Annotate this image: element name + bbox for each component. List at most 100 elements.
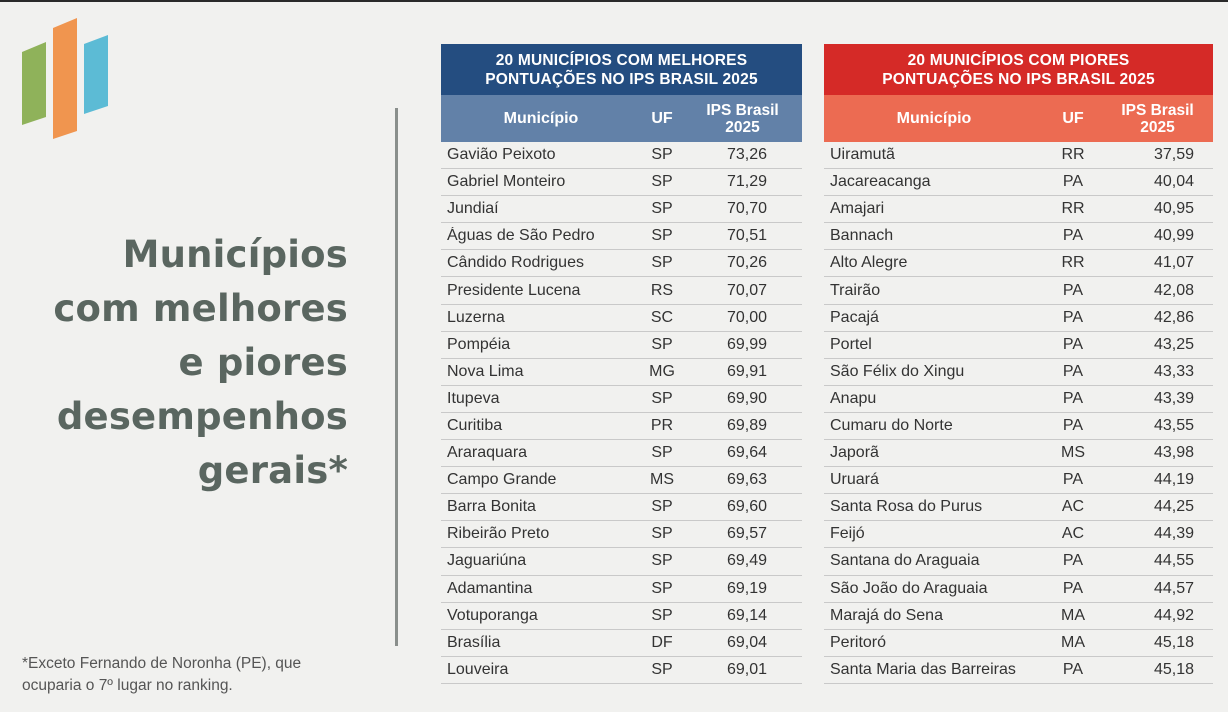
municipio-cell: Adamantina — [447, 579, 533, 597]
uf-cell: PA — [1062, 173, 1084, 191]
footnote-line: *Exceto Fernando de Noronha (PE), que — [22, 655, 302, 672]
ips-score-cell: 40,04 — [1153, 173, 1194, 191]
ips-score-cell: 69,14 — [726, 606, 767, 624]
column-header-uf: UF — [651, 109, 673, 127]
ips-score-cell: 70,70 — [726, 200, 767, 218]
uf-cell: AC — [1061, 525, 1085, 543]
municipio-cell: Santa Rosa do Purus — [830, 498, 983, 516]
table-row: Uruará PA 44,19 — [824, 467, 1213, 495]
municipio-cell: São João do Araguaia — [830, 579, 988, 597]
table-row: Pacajá PA 42,86 — [824, 305, 1213, 332]
uf-cell: AC — [1061, 498, 1085, 516]
ips-score-cell: 69,57 — [726, 525, 767, 543]
uf-cell: PR — [650, 416, 674, 434]
uf-cell: PA — [1062, 579, 1084, 597]
ips-score-cell: 69,91 — [726, 362, 767, 380]
municipio-cell: Ribeirão Preto — [447, 525, 550, 543]
table-row: Curitiba PR 69,89 — [441, 413, 802, 441]
footnote-line: ocuparia o 7º lugar no ranking. — [22, 677, 233, 694]
table-row: Cumaru do Norte PA 43,55 — [824, 413, 1213, 441]
municipio-cell: Cumaru do Norte — [830, 416, 953, 434]
table-row: Jundiaí SP 70,70 — [441, 196, 802, 224]
ips-score-cell: 44,19 — [1153, 471, 1194, 489]
ips-score-cell: 44,92 — [1153, 606, 1194, 624]
table-row: Anapu PA 43,39 — [824, 386, 1213, 413]
uf-cell: SP — [651, 579, 673, 597]
worst-table-body: Uiramutã RR 37,59 Jacareacanga PA 40,04 Amajar… — [824, 142, 1213, 684]
uf-cell: SP — [651, 146, 673, 164]
table-row: Uiramutã RR 37,59 — [824, 142, 1213, 170]
municipio-cell: Louveira — [447, 660, 509, 678]
municipio-cell: São Félix do Xingu — [830, 362, 965, 380]
uf-cell: SP — [651, 525, 673, 543]
ips-score-cell: 73,26 — [726, 146, 767, 164]
uf-cell: SP — [651, 389, 673, 407]
best-table-header: Município UF IPS Brasil 2025 — [441, 95, 802, 142]
title-line: 20 MUNICÍPIOS COM PIORES — [907, 51, 1130, 69]
ips-score-cell: 70,51 — [726, 227, 767, 245]
table-row: Gabriel Monteiro SP 71,29 — [441, 169, 802, 197]
table-row: Gavião Peixoto SP 73,26 — [441, 142, 802, 170]
ips-score-cell: 42,08 — [1153, 281, 1194, 299]
uf-cell: RS — [650, 281, 674, 299]
municipio-cell: Votuporanga — [447, 606, 538, 624]
ips-score-cell: 69,01 — [726, 660, 767, 678]
table-row: Luzerna SC 70,00 — [441, 305, 802, 332]
three-bars-logo-icon — [22, 18, 108, 139]
table-row: Japorã MS 43,98 — [824, 440, 1213, 468]
ips-header-line: IPS Brasil — [1121, 101, 1194, 119]
municipio-cell: Jacareacanga — [830, 173, 931, 191]
table-row: Feijó AC 44,39 — [824, 521, 1213, 549]
uf-cell: SP — [651, 173, 673, 191]
municipio-cell: Gavião Peixoto — [447, 146, 556, 164]
table-row: Votuporanga SP 69,14 — [441, 603, 802, 630]
table-row: Pompéia SP 69,99 — [441, 332, 802, 359]
municipio-cell: Presidente Lucena — [447, 281, 581, 299]
municipio-cell: Uruará — [830, 471, 879, 489]
uf-cell: MA — [1061, 606, 1085, 624]
ips-score-cell: 37,59 — [1153, 146, 1194, 164]
uf-cell: PA — [1062, 335, 1084, 353]
municipio-cell: Águas de São Pedro — [447, 227, 595, 245]
uf-cell: PA — [1062, 416, 1084, 434]
municipio-cell: Curitiba — [447, 416, 503, 434]
headline-line: Municípios — [122, 233, 348, 276]
municipio-cell: Japorã — [830, 444, 879, 462]
municipio-cell: Jaguariúna — [447, 552, 527, 570]
ips-score-cell: 69,19 — [726, 579, 767, 597]
uf-cell: PA — [1062, 552, 1084, 570]
table-row: Amajari RR 40,95 — [824, 196, 1213, 224]
table-row: Jacareacanga PA 40,04 — [824, 169, 1213, 197]
table-row: Campo Grande MS 69,63 — [441, 467, 802, 495]
table-row: Nova Lima MG 69,91 — [441, 359, 802, 386]
best-table-body: Gavião Peixoto SP 73,26 Gabriel Monteiro SP 7… — [441, 142, 802, 684]
table-row: Ribeirão Preto SP 69,57 — [441, 521, 802, 549]
table-row: Araraquara SP 69,64 — [441, 440, 802, 468]
uf-cell: SP — [651, 444, 673, 462]
uf-cell: PA — [1062, 362, 1084, 380]
municipio-cell: Feijó — [830, 525, 865, 543]
title-line: PONTUAÇÕES NO IPS BRASIL 2025 — [882, 70, 1155, 88]
uf-cell: PA — [1062, 227, 1084, 245]
ips-score-cell: 69,64 — [726, 444, 767, 462]
column-header-ips: IPS Brasil 2025 — [683, 102, 802, 136]
table-row: Brasília DF 69,04 — [441, 630, 802, 657]
uf-cell: DF — [651, 633, 673, 651]
municipio-cell: Barra Bonita — [447, 498, 536, 516]
ips-score-cell: 44,25 — [1153, 498, 1194, 516]
municipio-cell: Marajá do Sena — [830, 606, 943, 624]
uf-cell: PA — [1062, 389, 1084, 407]
table-row: São João do Araguaia PA 44,57 — [824, 576, 1213, 603]
uf-cell: MS — [650, 471, 674, 489]
uf-cell: RR — [1061, 254, 1085, 272]
uf-cell: SP — [651, 200, 673, 218]
table-row: Bannach PA 40,99 — [824, 223, 1213, 251]
worst-table-title: 20 MUNICÍPIOS COM PIORES PONTUAÇÕES NO I… — [824, 44, 1213, 95]
table-row: São Félix do Xingu PA 43,33 — [824, 359, 1213, 386]
municipio-cell: Campo Grande — [447, 471, 557, 489]
column-header-uf: UF — [1062, 109, 1084, 127]
title-line: 20 MUNICÍPIOS COM MELHORES — [495, 51, 748, 69]
municipio-cell: Santana do Araguaia — [830, 552, 980, 570]
municipio-cell: Cândido Rodrigues — [447, 254, 584, 272]
worst-table-header: Município UF IPS Brasil 2025 — [824, 95, 1213, 142]
